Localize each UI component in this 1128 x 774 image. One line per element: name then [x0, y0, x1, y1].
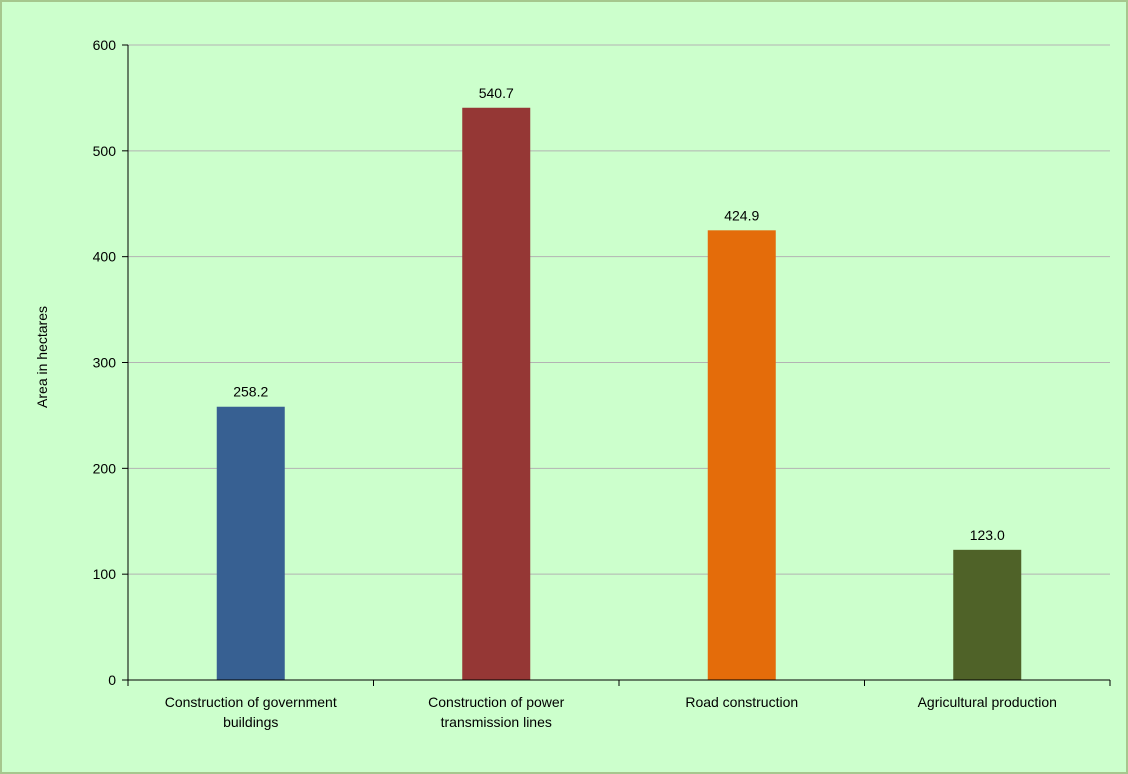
- x-category-label: Construction of power transmission lines: [428, 694, 565, 730]
- y-tick-label: 500: [93, 143, 117, 159]
- labels: 0 100 200 300 400 500 600 258.2 Construction of …: [93, 37, 1057, 730]
- bar: [707, 230, 776, 681]
- y-axis-title: Area in hectares: [34, 306, 50, 408]
- y-tick-label: 400: [93, 249, 117, 265]
- x-category-label: Agricultural production: [918, 694, 1057, 710]
- bar-value-label: 424.9: [724, 207, 759, 223]
- bar-value-label: 540.7: [479, 85, 514, 101]
- gridlines: [128, 44, 1110, 575]
- axes: [122, 44, 1111, 686]
- y-tick-label: 600: [93, 37, 117, 53]
- bars: [216, 107, 1022, 681]
- bar: [953, 549, 1022, 680]
- y-tick-label: 100: [93, 566, 117, 582]
- x-category-label: Road construction: [685, 694, 798, 710]
- bar-value-label: 123.0: [970, 527, 1005, 543]
- x-category-label: Construction of government buildings: [165, 694, 337, 730]
- y-tick-label: 200: [93, 460, 117, 476]
- bar: [462, 107, 531, 681]
- y-tick-label: 300: [93, 355, 117, 371]
- bar-value-label: 258.2: [233, 384, 268, 400]
- bar: [216, 406, 285, 680]
- y-tick-label: 0: [108, 672, 116, 688]
